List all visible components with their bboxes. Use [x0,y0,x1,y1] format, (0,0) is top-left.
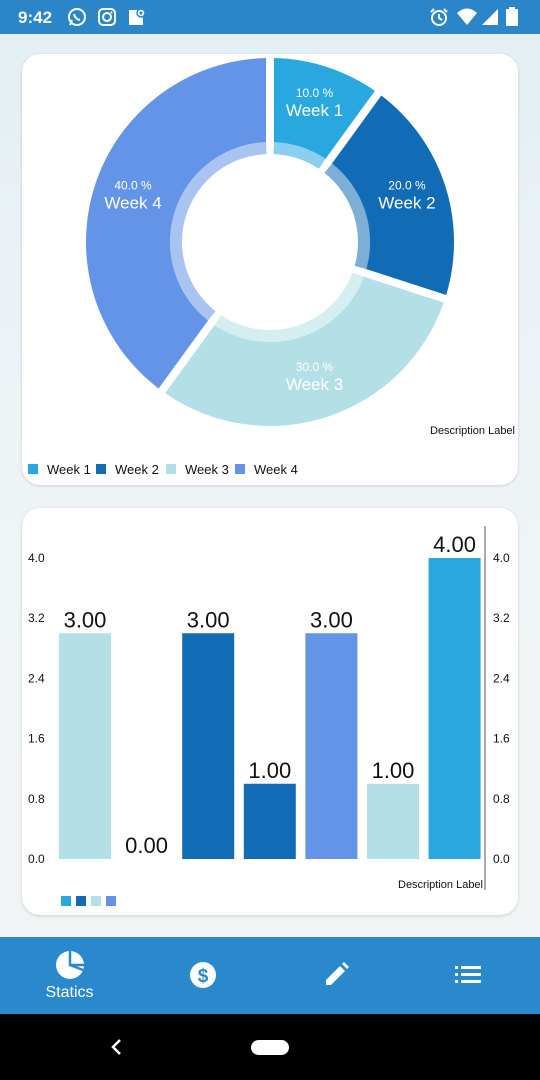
back-icon[interactable] [107,1037,127,1057]
bar-value-label: 4.00 [433,532,476,557]
y-tick-right: 0.0 [493,852,510,866]
bar [59,633,111,859]
pie-slice-label: Week 1 [286,101,343,120]
y-tick-right: 0.8 [493,792,510,806]
pie-slice-inner-ring [169,142,267,321]
nav-statics-label: Statics [45,984,94,1001]
signal-icon [482,9,498,25]
bar [305,633,358,859]
bar-value-label: 3.00 [310,607,353,632]
bar-value-label: 1.00 [248,758,291,783]
bar-legend-swatch [106,896,116,906]
pie-slice-inner-ring [273,142,326,169]
y-tick-right: 2.4 [493,671,510,685]
nav-list[interactable] [400,937,535,1014]
nav-money[interactable]: $ [135,937,270,1014]
legend-label: Week 2 [115,462,159,477]
y-tick-left: 2.4 [28,671,45,685]
wifi-icon [457,8,477,25]
bar [182,633,235,859]
bar-description-label: Description Label [398,879,483,891]
pie-slice-label: Week 2 [378,194,435,213]
y-tick-right: 1.6 [493,732,510,746]
pie-slice [331,95,454,296]
pie-value-label: 30.0 % [296,360,334,374]
bar-value-label: 1.00 [372,758,415,783]
pie-value-label: 10.0 % [296,86,334,100]
status-time: 9:42 [18,8,53,27]
bar-legend-swatch [61,896,71,906]
nav-statics[interactable]: Statics [2,937,137,1014]
bar-legend-swatch [76,896,86,906]
pie-slice [165,276,444,426]
legend-swatch [166,464,176,474]
system-nav-bar [0,1014,540,1080]
pie-slice-inner-ring [324,163,370,270]
pie-value-label: 40.0 % [114,179,152,193]
pie-description-label: Description Label [430,425,515,437]
battery-icon [506,7,518,26]
bar-chart-card: 0.0 0.0 0.8 0.8 1.6 1.6 2.4 2.4 3.2 3.2 4.0 4.0 3.0… [22,508,518,915]
pie-value-label: 20.0 % [388,179,426,193]
pie-chart-icon [55,951,84,979]
bar [428,558,481,859]
whatsapp-icon [68,8,86,26]
bar-value-label: 0.00 [125,833,168,858]
bar-value-label: 3.00 [64,607,107,632]
legend-swatch [96,464,106,474]
bar [243,783,296,859]
status-bar: 9:42 [0,0,540,34]
pie-slice-label: Week 4 [104,194,161,213]
y-tick-left: 0.8 [28,792,45,806]
maps-icon [129,8,146,25]
y-tick-right: 3.2 [493,611,510,625]
pie-slice [273,58,375,159]
pie-slice-inner-ring [214,272,364,343]
y-tick-left: 1.6 [28,732,45,746]
y-tick-right: 4.0 [493,551,510,565]
nav-edit[interactable] [268,937,403,1014]
y-tick-left: 4.0 [28,551,45,565]
pie-slice-label: Week 3 [286,375,343,394]
y-tick-left: 3.2 [28,611,45,625]
svg-text:$: $ [197,966,208,987]
bar [367,783,419,859]
alarm-icon [430,8,448,26]
legend-label: Week 4 [254,462,298,477]
legend-label: Week 3 [185,462,229,477]
bar-chart: 0.0 0.0 0.8 0.8 1.6 1.6 2.4 2.4 3.2 3.2 4.0 4.0 3.0… [28,526,510,906]
legend-swatch [235,464,245,474]
bar-legend-swatch [91,896,101,906]
pie-slice [86,58,267,389]
instagram-icon [98,8,116,26]
bottom-nav: Statics $ [0,937,540,1014]
list-icon [454,966,481,983]
dollar-icon: $ [189,962,216,988]
home-button[interactable] [251,1040,289,1055]
y-tick-left: 0.0 [28,852,45,866]
pencil-icon [325,962,349,985]
pie-chart-card: 10.0 % Week 1 20.0 % Week 2 30.0 % Week 3 40.0… [22,54,518,485]
bar-value-label: 3.00 [187,607,230,632]
pie-chart: 10.0 %Week 120.0 %Week 230.0 %Week 340.0… [28,58,515,477]
legend-label: Week 1 [47,462,91,477]
legend-swatch [28,464,38,474]
